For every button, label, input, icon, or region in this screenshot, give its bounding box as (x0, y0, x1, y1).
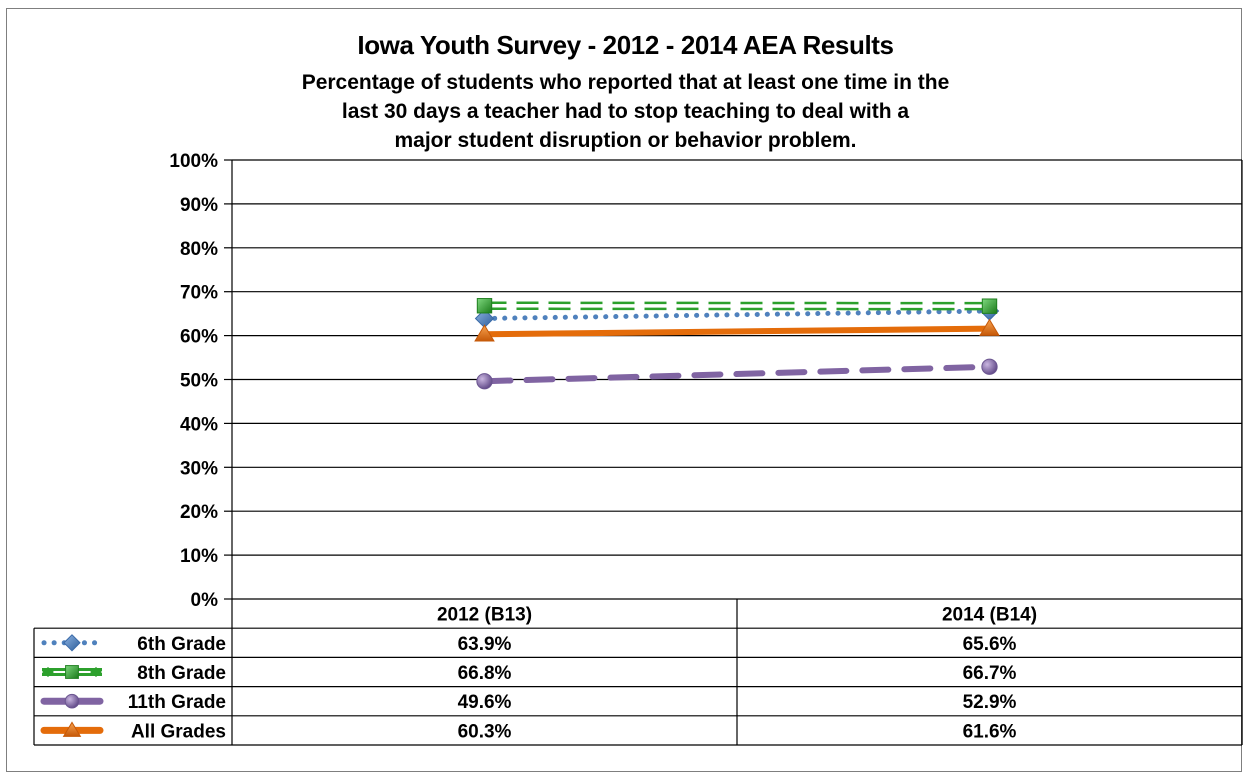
legend-key-marker (63, 634, 81, 652)
y-tick-label: 100% (169, 151, 218, 172)
legend-key-marker (65, 665, 79, 679)
data-value-label: 63.9% (458, 634, 512, 655)
data-point-marker (981, 298, 998, 314)
x-category-label: 2014 (B14) (942, 605, 1037, 626)
data-point-marker (474, 324, 495, 342)
series-line-6th-grade (482, 308, 992, 321)
subtitle-line: major student disruption or behavior pro… (394, 129, 857, 152)
data-point-marker (476, 298, 493, 314)
series-name-label: All Grades (131, 721, 226, 742)
series-line-all-grades (481, 325, 993, 338)
chart-frame (6, 8, 1242, 772)
series-name-label: 6th Grade (137, 634, 226, 655)
legend-key-end (42, 667, 54, 677)
series-name-label: 11th Grade (128, 692, 226, 713)
data-value-label: 66.8% (458, 663, 512, 684)
data-value-label: 66.7% (963, 663, 1017, 684)
data-point-marker (979, 318, 1000, 336)
y-tick-label: 90% (180, 195, 218, 216)
data-point-marker (981, 358, 998, 375)
data-point-marker (476, 373, 493, 390)
gridlines (224, 159, 1242, 600)
legend-key-marker (64, 693, 80, 709)
series-name-label: 8th Grade (137, 663, 226, 684)
data-value-label: 49.6% (458, 692, 512, 713)
legend-key-marker (62, 721, 82, 737)
data-value-label: 52.9% (963, 692, 1017, 713)
series-line-11th-grade (481, 363, 993, 385)
data-value-label: 61.6% (963, 721, 1017, 742)
y-tick-label: 40% (180, 414, 218, 435)
y-tick-label: 70% (180, 283, 218, 304)
series-lines (474, 298, 1000, 390)
data-value-label: 65.6% (963, 634, 1017, 655)
y-tick-label: 50% (180, 371, 218, 392)
subtitle-line: last 30 days a teacher had to stop teach… (341, 100, 910, 123)
y-tick-label: 10% (180, 546, 218, 567)
subtitle-line: Percentage of students who reported that… (301, 71, 950, 94)
chart-title: Iowa Youth Survey - 2012 - 2014 AEA Resu… (357, 30, 894, 60)
y-tick-label: 0% (191, 590, 219, 611)
data-table: 2012 (B13) 2014 (B14) 6th Grade 63.9% 65.6% 8… (33, 160, 1243, 746)
y-tick-label: 60% (180, 327, 218, 348)
y-tick-label: 80% (180, 239, 218, 260)
y-tick-label: 30% (180, 458, 218, 479)
y-tick-label: 20% (180, 502, 218, 523)
x-category-label: 2012 (B13) (437, 605, 532, 626)
y-axis-tick-labels: 0% 10% 20% 30% 40% 50% 60% 70% 80% 90% 100% (169, 151, 218, 611)
chart-subtitle: Percentage of students who reported that… (0, 68, 1251, 155)
data-value-label: 60.3% (458, 721, 512, 742)
legend-key-end (90, 667, 102, 677)
